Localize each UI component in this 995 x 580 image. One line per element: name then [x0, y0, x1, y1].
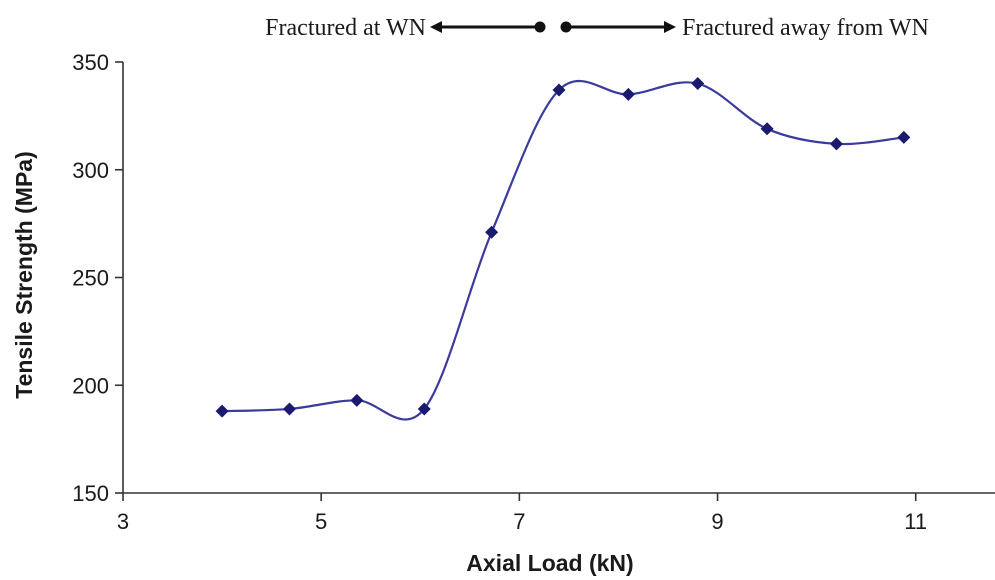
y-axis-label: Tensile Strength (MPa): [11, 151, 37, 399]
data-point-marker: [485, 225, 499, 239]
x-axis-label: Axial Load (kN): [466, 550, 633, 576]
data-point-marker: [829, 137, 843, 151]
data-point-marker: [897, 130, 911, 144]
x-tick-label: 5: [315, 509, 327, 534]
annotation-right-text: Fractured away from WN: [682, 15, 929, 41]
x-tick-label: 3: [117, 509, 129, 534]
x-ticks: 3 5 7 9 11: [117, 493, 927, 534]
data-point-marker: [691, 77, 705, 91]
series-line: [222, 79, 904, 421]
y-tick-label: 150: [72, 481, 109, 506]
y-ticks: 150 200 250 300 350: [72, 50, 123, 506]
annotation-right-arrowhead: [664, 21, 676, 33]
data-point-marker: [417, 402, 431, 416]
axes: [122, 62, 995, 494]
x-tick-label: 11: [904, 509, 927, 534]
data-point-marker: [552, 83, 566, 97]
series-group: [215, 77, 911, 421]
data-point-marker: [282, 402, 296, 416]
data-point-marker: [350, 393, 364, 407]
x-tick-label: 7: [513, 509, 525, 534]
fracture-annotation: Fractured at WN Fractured away from WN: [265, 15, 929, 41]
y-tick-label: 200: [72, 373, 109, 398]
annotation-left-text: Fractured at WN: [265, 15, 426, 41]
y-tick-label: 300: [72, 158, 109, 183]
data-point-marker: [215, 404, 229, 418]
y-tick-label: 350: [72, 50, 109, 75]
data-point-marker: [760, 122, 774, 136]
data-point-marker: [621, 87, 635, 101]
annotation-left-dot: [534, 21, 546, 33]
x-tick-label: 9: [711, 509, 723, 534]
y-tick-label: 250: [72, 266, 109, 291]
annotation-left-arrowhead: [430, 21, 442, 33]
